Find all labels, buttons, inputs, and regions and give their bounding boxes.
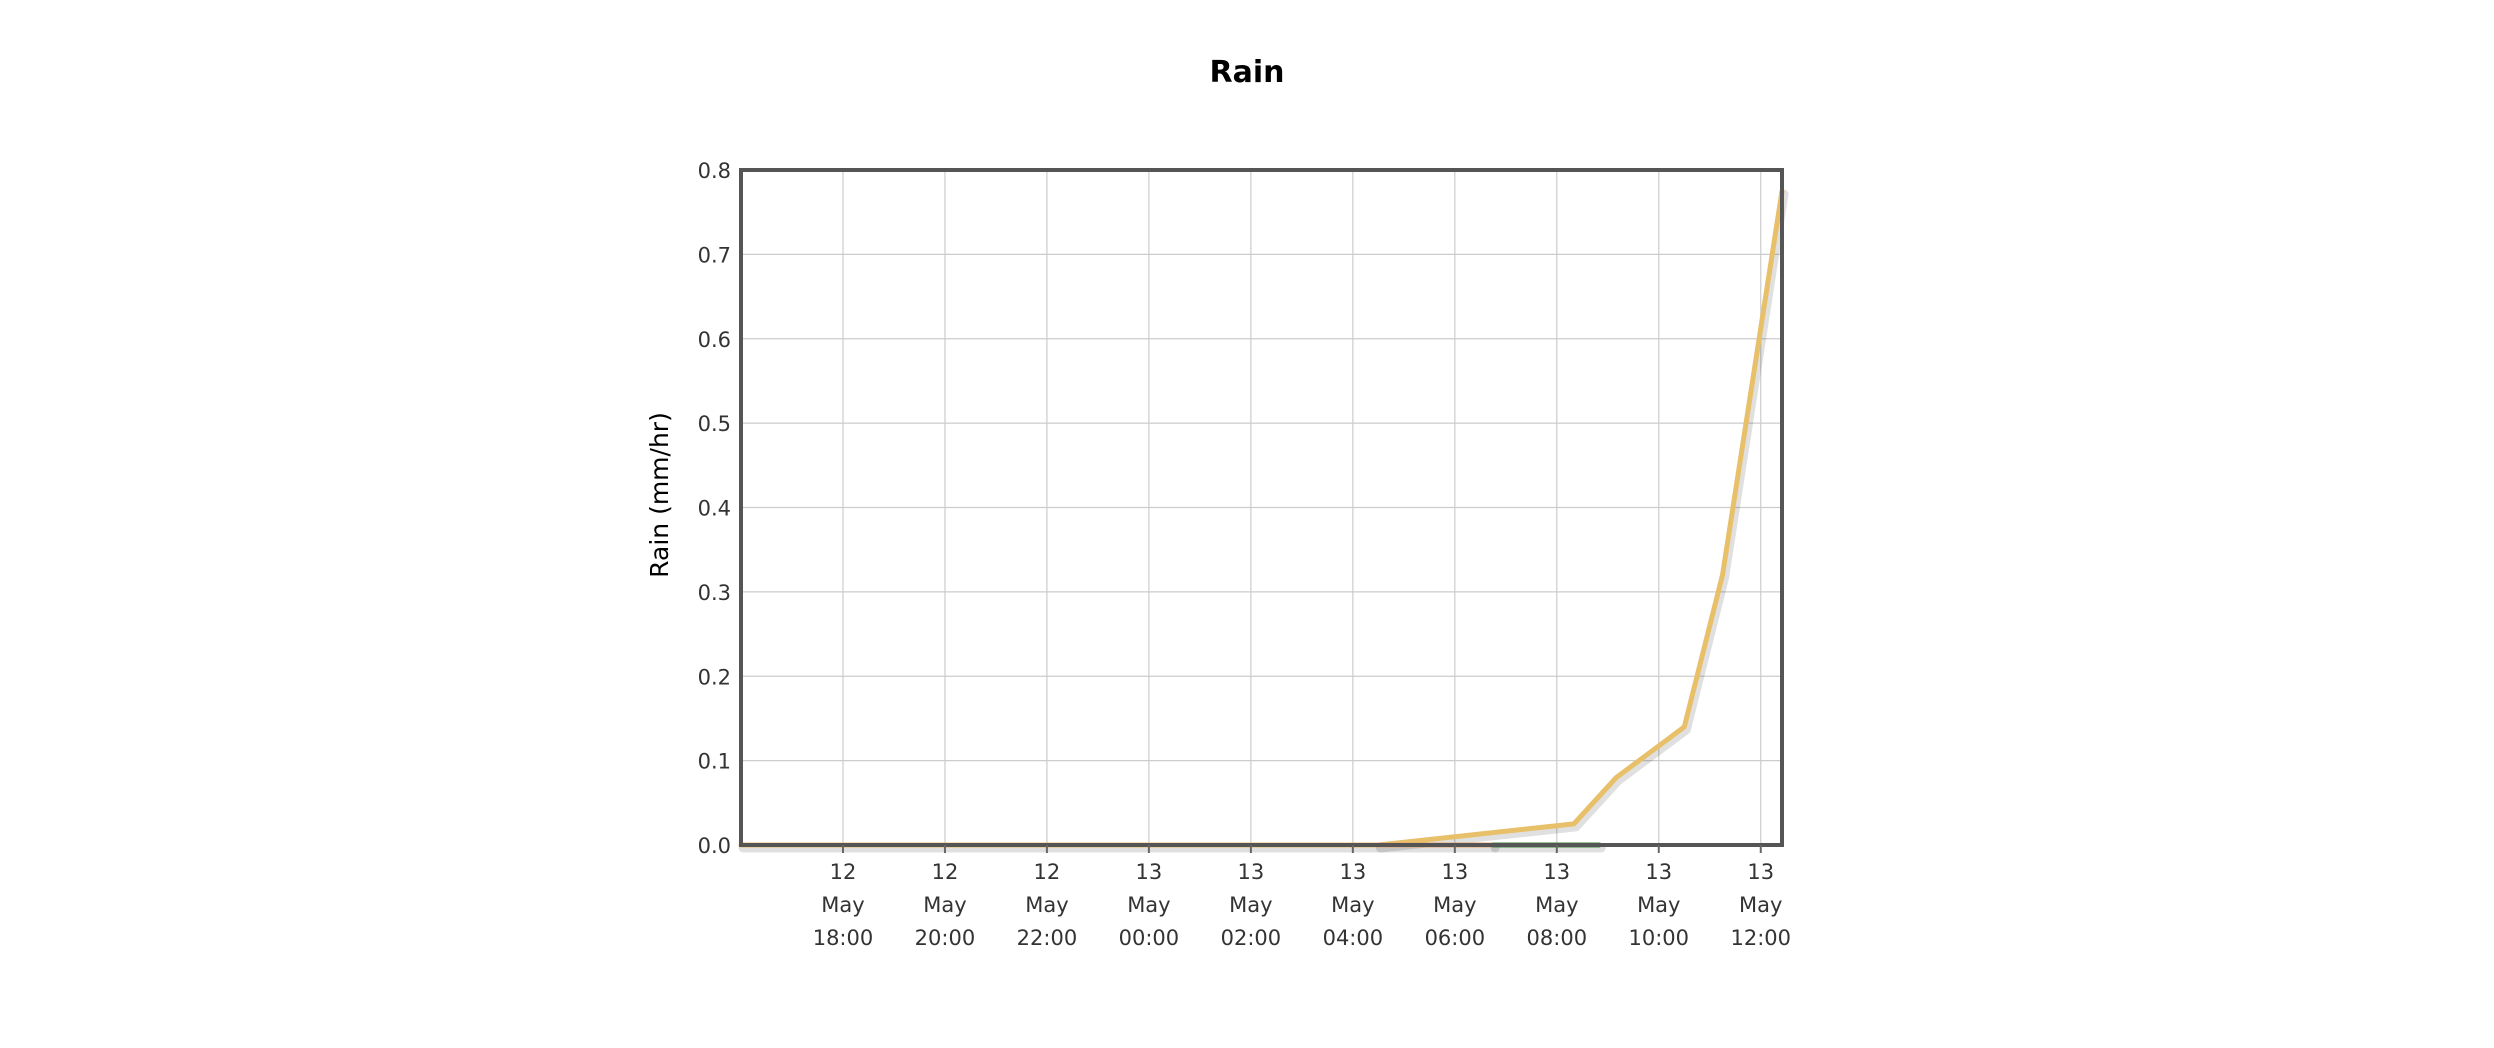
x-tick-label: 12 May 20:00: [915, 860, 976, 950]
x-tick-label-line: May: [1535, 893, 1578, 917]
x-tick-label-line: May: [1127, 893, 1170, 917]
x-axis-ticks: 12 May 18:00 12 May 20:00 12 May 22:00 13 May 00:00…: [813, 845, 1791, 950]
x-tick-label-line: May: [1025, 893, 1068, 917]
x-tick-label-line: 12: [1034, 860, 1061, 884]
plot-frame: [739, 168, 1784, 847]
x-tick-label-line: 13: [1645, 860, 1672, 884]
x-tick-label-line: 02:00: [1221, 926, 1282, 950]
x-tick-label-line: 18:00: [813, 926, 874, 950]
y-axis-ticks: 0.0 0.1 0.2 0.3 0.4 0.5 0.6 0.7 0.8: [698, 159, 731, 858]
x-tick-label: 12 May 18:00: [813, 860, 874, 950]
series-line: [738, 188, 1785, 848]
x-tick-label-line: May: [1433, 893, 1476, 917]
x-tick-label: 13 May 12:00: [1730, 860, 1791, 950]
series-line-shadow: [738, 189, 1789, 853]
x-tick-label-line: 22:00: [1017, 926, 1078, 950]
x-tick-label-line: May: [1637, 893, 1680, 917]
x-tick-label-line: 13: [1339, 860, 1366, 884]
series-layer: [738, 188, 1789, 853]
x-tick-label: 13 May 02:00: [1221, 860, 1282, 950]
x-tick-label-line: May: [1331, 893, 1374, 917]
x-tick-label-line: 13: [1543, 860, 1570, 884]
x-tick-label-line: 12: [830, 860, 857, 884]
y-tick-label: 0.1: [698, 750, 731, 774]
x-tick-label-line: 06:00: [1425, 926, 1486, 950]
chart-title: Rain: [1210, 55, 1285, 90]
x-tick-label-line: 13: [1441, 860, 1468, 884]
y-tick-label: 0.4: [698, 497, 731, 521]
x-tick-label: 13 May 08:00: [1527, 860, 1588, 950]
x-tick-label-line: May: [1229, 893, 1272, 917]
y-tick-label: 0.5: [698, 412, 731, 436]
x-tick-label-line: May: [923, 893, 966, 917]
y-tick-label: 0.6: [698, 328, 731, 352]
y-axis-title: Rain (mm/hr): [645, 412, 674, 578]
y-tick-label: 0.2: [698, 665, 731, 689]
y-tick-label: 0.8: [698, 159, 731, 183]
x-tick-label: 12 May 22:00: [1017, 860, 1078, 950]
x-tick-label: 13 May 04:00: [1323, 860, 1384, 950]
x-tick-label-line: 08:00: [1527, 926, 1588, 950]
x-tick-label-line: 13: [1136, 860, 1163, 884]
grid: [741, 169, 1782, 846]
x-tick-label-line: 13: [1747, 860, 1774, 884]
x-tick-label-line: 12:00: [1730, 926, 1791, 950]
x-tick-label-line: 10:00: [1629, 926, 1690, 950]
x-tick-label-line: 13: [1238, 860, 1265, 884]
x-tick-label-line: 20:00: [915, 926, 976, 950]
x-tick-label: 13 May 10:00: [1629, 860, 1690, 950]
x-tick-label-line: 12: [932, 860, 959, 884]
y-tick-label: 0.7: [698, 243, 731, 267]
x-tick-label-line: May: [1739, 893, 1782, 917]
y-tick-label: 0.3: [698, 581, 731, 605]
x-tick-label-line: 00:00: [1119, 926, 1180, 950]
x-tick-label: 13 May 00:00: [1119, 860, 1180, 950]
x-tick-label-line: May: [821, 893, 864, 917]
x-tick-label: 13 May 06:00: [1425, 860, 1486, 950]
x-tick-label-line: 04:00: [1323, 926, 1384, 950]
y-tick-label: 0.0: [698, 834, 731, 858]
